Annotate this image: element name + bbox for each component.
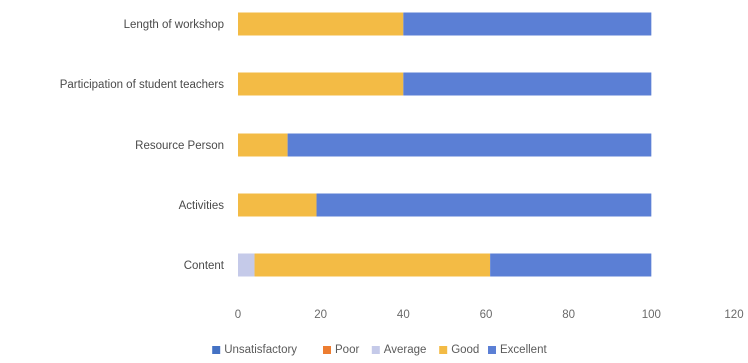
x-axis-tick-labels: 0 20 40 60 80 100 120 [235, 309, 744, 321]
x-tick-label-0: 0 [235, 309, 241, 321]
legend-swatch-unsatisfactory [212, 346, 221, 354]
x-tick-label-100: 100 [642, 309, 661, 321]
legend-label-unsatisfactory: Unsatisfactory [224, 344, 297, 356]
legend: Unsatisfactory Poor Average Good Excellent [212, 344, 547, 356]
legend-swatch-good [439, 346, 448, 354]
bar-length-of-workshop-good [238, 12, 404, 36]
bar-content-good [254, 253, 491, 277]
x-tick-label-120: 120 [724, 309, 743, 321]
category-label-content: Content [184, 260, 225, 272]
bar-activities-excellent [316, 193, 652, 217]
x-tick-label-80: 80 [562, 309, 575, 321]
category-label-resource-person: Resource Person [135, 140, 224, 152]
legend-label-poor: Poor [335, 344, 359, 356]
legend-label-average: Average [384, 344, 427, 356]
category-label-participation-of-student-teachers: Participation of student teachers [60, 79, 225, 91]
bars-layer [238, 12, 652, 277]
legend-swatch-poor [323, 346, 331, 354]
bar-resource-person-good [238, 133, 288, 157]
category-labels: Length of workshop Participation of stude… [60, 19, 225, 272]
x-tick-label-20: 20 [314, 309, 327, 321]
bar-content-excellent [490, 253, 652, 277]
bar-participation-of-student-teachers-excellent [403, 72, 652, 96]
category-label-length-of-workshop: Length of workshop [124, 19, 224, 31]
bar-participation-of-student-teachers-good [238, 72, 404, 96]
bar-length-of-workshop-excellent [403, 12, 652, 36]
x-tick-label-60: 60 [480, 309, 493, 321]
legend-swatch-average [371, 346, 380, 354]
x-tick-label-40: 40 [397, 309, 410, 321]
legend-label-good: Good [451, 344, 479, 356]
bar-activities-good [238, 193, 317, 217]
bar-content-average [238, 253, 255, 277]
category-label-activities: Activities [179, 200, 225, 212]
legend-label-excellent: Excellent [500, 344, 547, 356]
bar-resource-person-excellent [287, 133, 652, 157]
legend-swatch-excellent [488, 346, 496, 354]
